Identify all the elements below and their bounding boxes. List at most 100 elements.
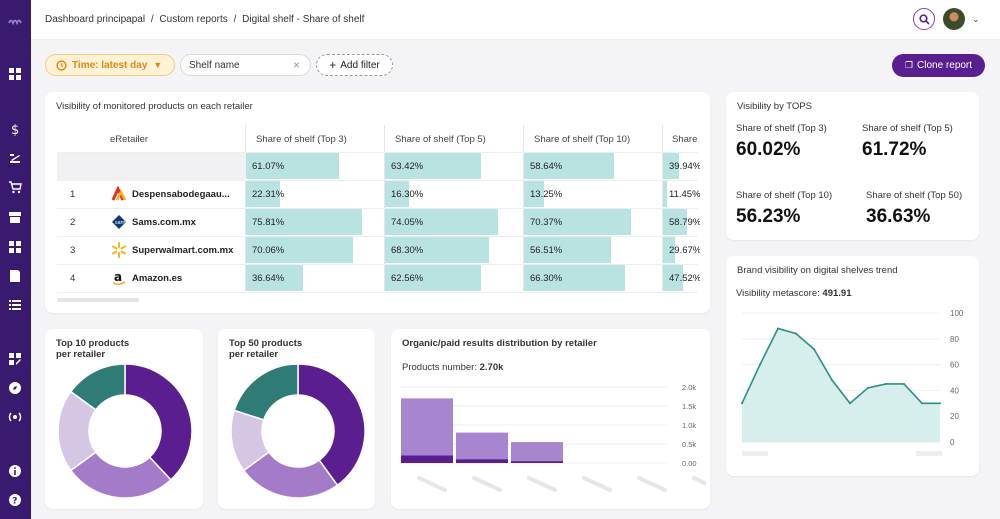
stock-icon[interactable] <box>8 151 22 165</box>
organic-bar[interactable] <box>401 398 453 456</box>
y-tick-label: 60 <box>950 361 959 370</box>
y-tick-label: 80 <box>950 335 959 344</box>
y-tick-label: 0.5k <box>682 440 696 449</box>
trend-area <box>742 328 940 442</box>
y-tick-label: 1.5k <box>682 402 696 411</box>
retailer-name[interactable]: Despensabodegaau... <box>132 189 230 200</box>
column-header[interactable]: Share of shelf (Top 3) <box>256 134 347 145</box>
row-rank: 1 <box>70 189 76 200</box>
kpi-top50-value: 36.63% <box>866 206 931 227</box>
retailer-name[interactable]: Amazon.es <box>132 273 183 284</box>
chevron-down-icon[interactable]: ⌄ <box>972 14 980 24</box>
logo-icon[interactable] <box>8 14 22 28</box>
tops-title: Visibility by TOPS <box>737 101 812 112</box>
donut-top10-title-line1: Top 10 products <box>56 338 130 349</box>
breadcrumb-custom-reports[interactable]: Custom reports <box>159 14 228 25</box>
retailer-name[interactable]: Sams.com.mx <box>132 217 196 228</box>
donut-top50-title-line1: Top 50 products <box>229 338 303 349</box>
search-icon <box>918 13 930 25</box>
time-filter[interactable]: Time: latest day ▼ <box>45 54 175 76</box>
share-bar <box>524 209 631 235</box>
cart-icon[interactable] <box>8 180 22 194</box>
dashboard-icon[interactable] <box>8 67 22 81</box>
trend-point[interactable] <box>921 402 923 405</box>
compass-icon[interactable] <box>8 381 22 395</box>
trend-point[interactable] <box>813 348 815 351</box>
dollar-icon[interactable]: $ <box>8 122 22 136</box>
x-tick-placeholder <box>742 451 768 456</box>
y-tick-label: 100 <box>950 309 964 318</box>
row-divider <box>57 292 698 293</box>
kpi-top3-label: Share of shelf (Top 3) <box>736 123 827 134</box>
row-divider <box>57 208 698 209</box>
avatar[interactable] <box>943 8 965 30</box>
horizontal-scrollbar[interactable] <box>57 298 139 302</box>
products-number-label: Products number: <box>402 362 477 373</box>
store-icon[interactable] <box>8 210 22 224</box>
paid-bar[interactable] <box>456 459 508 463</box>
trend-point[interactable] <box>777 327 779 330</box>
column-header[interactable]: Share <box>672 134 698 145</box>
share-bar <box>524 181 544 207</box>
paid-bar[interactable] <box>401 455 453 463</box>
organic-bar[interactable] <box>511 442 563 462</box>
trend-point[interactable] <box>759 363 761 366</box>
help-icon[interactable]: ? <box>8 493 22 507</box>
svg-text:sams: sams <box>115 220 127 226</box>
x-tick-placeholder <box>472 476 502 492</box>
trend-point[interactable] <box>867 386 869 389</box>
clone-report-label: Clone report <box>917 60 973 71</box>
column-header[interactable]: Share of shelf (Top 10) <box>534 134 631 145</box>
y-tick-label: 1.0k <box>682 421 696 430</box>
share-bar <box>524 265 625 291</box>
svg-text:a: a <box>114 270 122 284</box>
donut-slice[interactable] <box>233 363 299 421</box>
donut-slice[interactable] <box>297 363 366 487</box>
share-value: 11.45% <box>669 189 700 200</box>
y-tick-label: 0.00 <box>682 459 697 468</box>
breadcrumb-dashboard[interactable]: Dashboard principapal <box>45 14 146 25</box>
clone-report-button[interactable]: ❐ Clone report <box>892 54 985 77</box>
list-icon[interactable] <box>8 298 22 312</box>
grid-icon[interactable] <box>8 240 22 254</box>
trend-point[interactable] <box>939 402 941 405</box>
products-number: Products number: 2.70k <box>402 362 503 373</box>
share-bar <box>385 237 489 263</box>
retailer-name[interactable]: Superwalmart.com.mx <box>132 245 234 256</box>
report-icon[interactable] <box>8 269 22 283</box>
dashboard-edit-icon[interactable] <box>8 352 22 366</box>
kpi-top3-value: 60.02% <box>736 139 801 160</box>
search-button[interactable] <box>913 8 935 30</box>
row-divider <box>57 264 698 265</box>
shelf-name-input[interactable]: Shelf name × <box>180 54 311 76</box>
trend-point[interactable] <box>849 402 851 405</box>
tops-card: Visibility by TOPS <box>726 92 979 240</box>
row-divider <box>57 152 698 153</box>
donut-top50-title-line2: per retailer <box>229 349 279 360</box>
clear-icon[interactable]: × <box>292 58 300 72</box>
broadcast-icon[interactable] <box>8 410 22 424</box>
sidebar: $ ? <box>0 0 31 519</box>
share-bar <box>385 265 481 291</box>
trend-point[interactable] <box>831 379 833 382</box>
add-filter-button[interactable]: + Add filter <box>316 54 393 76</box>
total-bar <box>663 153 679 179</box>
info-icon[interactable] <box>8 464 22 478</box>
donut-slice[interactable] <box>69 363 126 411</box>
organic-bar[interactable] <box>456 432 508 460</box>
trend-point[interactable] <box>795 332 797 335</box>
metascore-label: Visibility metascore: <box>736 288 820 299</box>
column-header[interactable]: Share of shelf (Top 5) <box>395 134 486 145</box>
donut-top50-title: Top 50 products per retailer <box>229 338 302 360</box>
trend-point[interactable] <box>885 382 887 385</box>
total-value: 61.07% <box>252 161 285 172</box>
trend-point[interactable] <box>741 402 743 405</box>
paid-bar[interactable] <box>511 461 563 463</box>
share-value: 13.25% <box>530 189 563 200</box>
share-value: 47.52% <box>669 273 700 284</box>
trend-point[interactable] <box>903 382 905 385</box>
share-value: 75.81% <box>252 217 285 228</box>
share-value: 16.30% <box>391 189 424 200</box>
shelf-name-placeholder: Shelf name <box>189 59 240 71</box>
donut-slice[interactable] <box>124 363 193 481</box>
